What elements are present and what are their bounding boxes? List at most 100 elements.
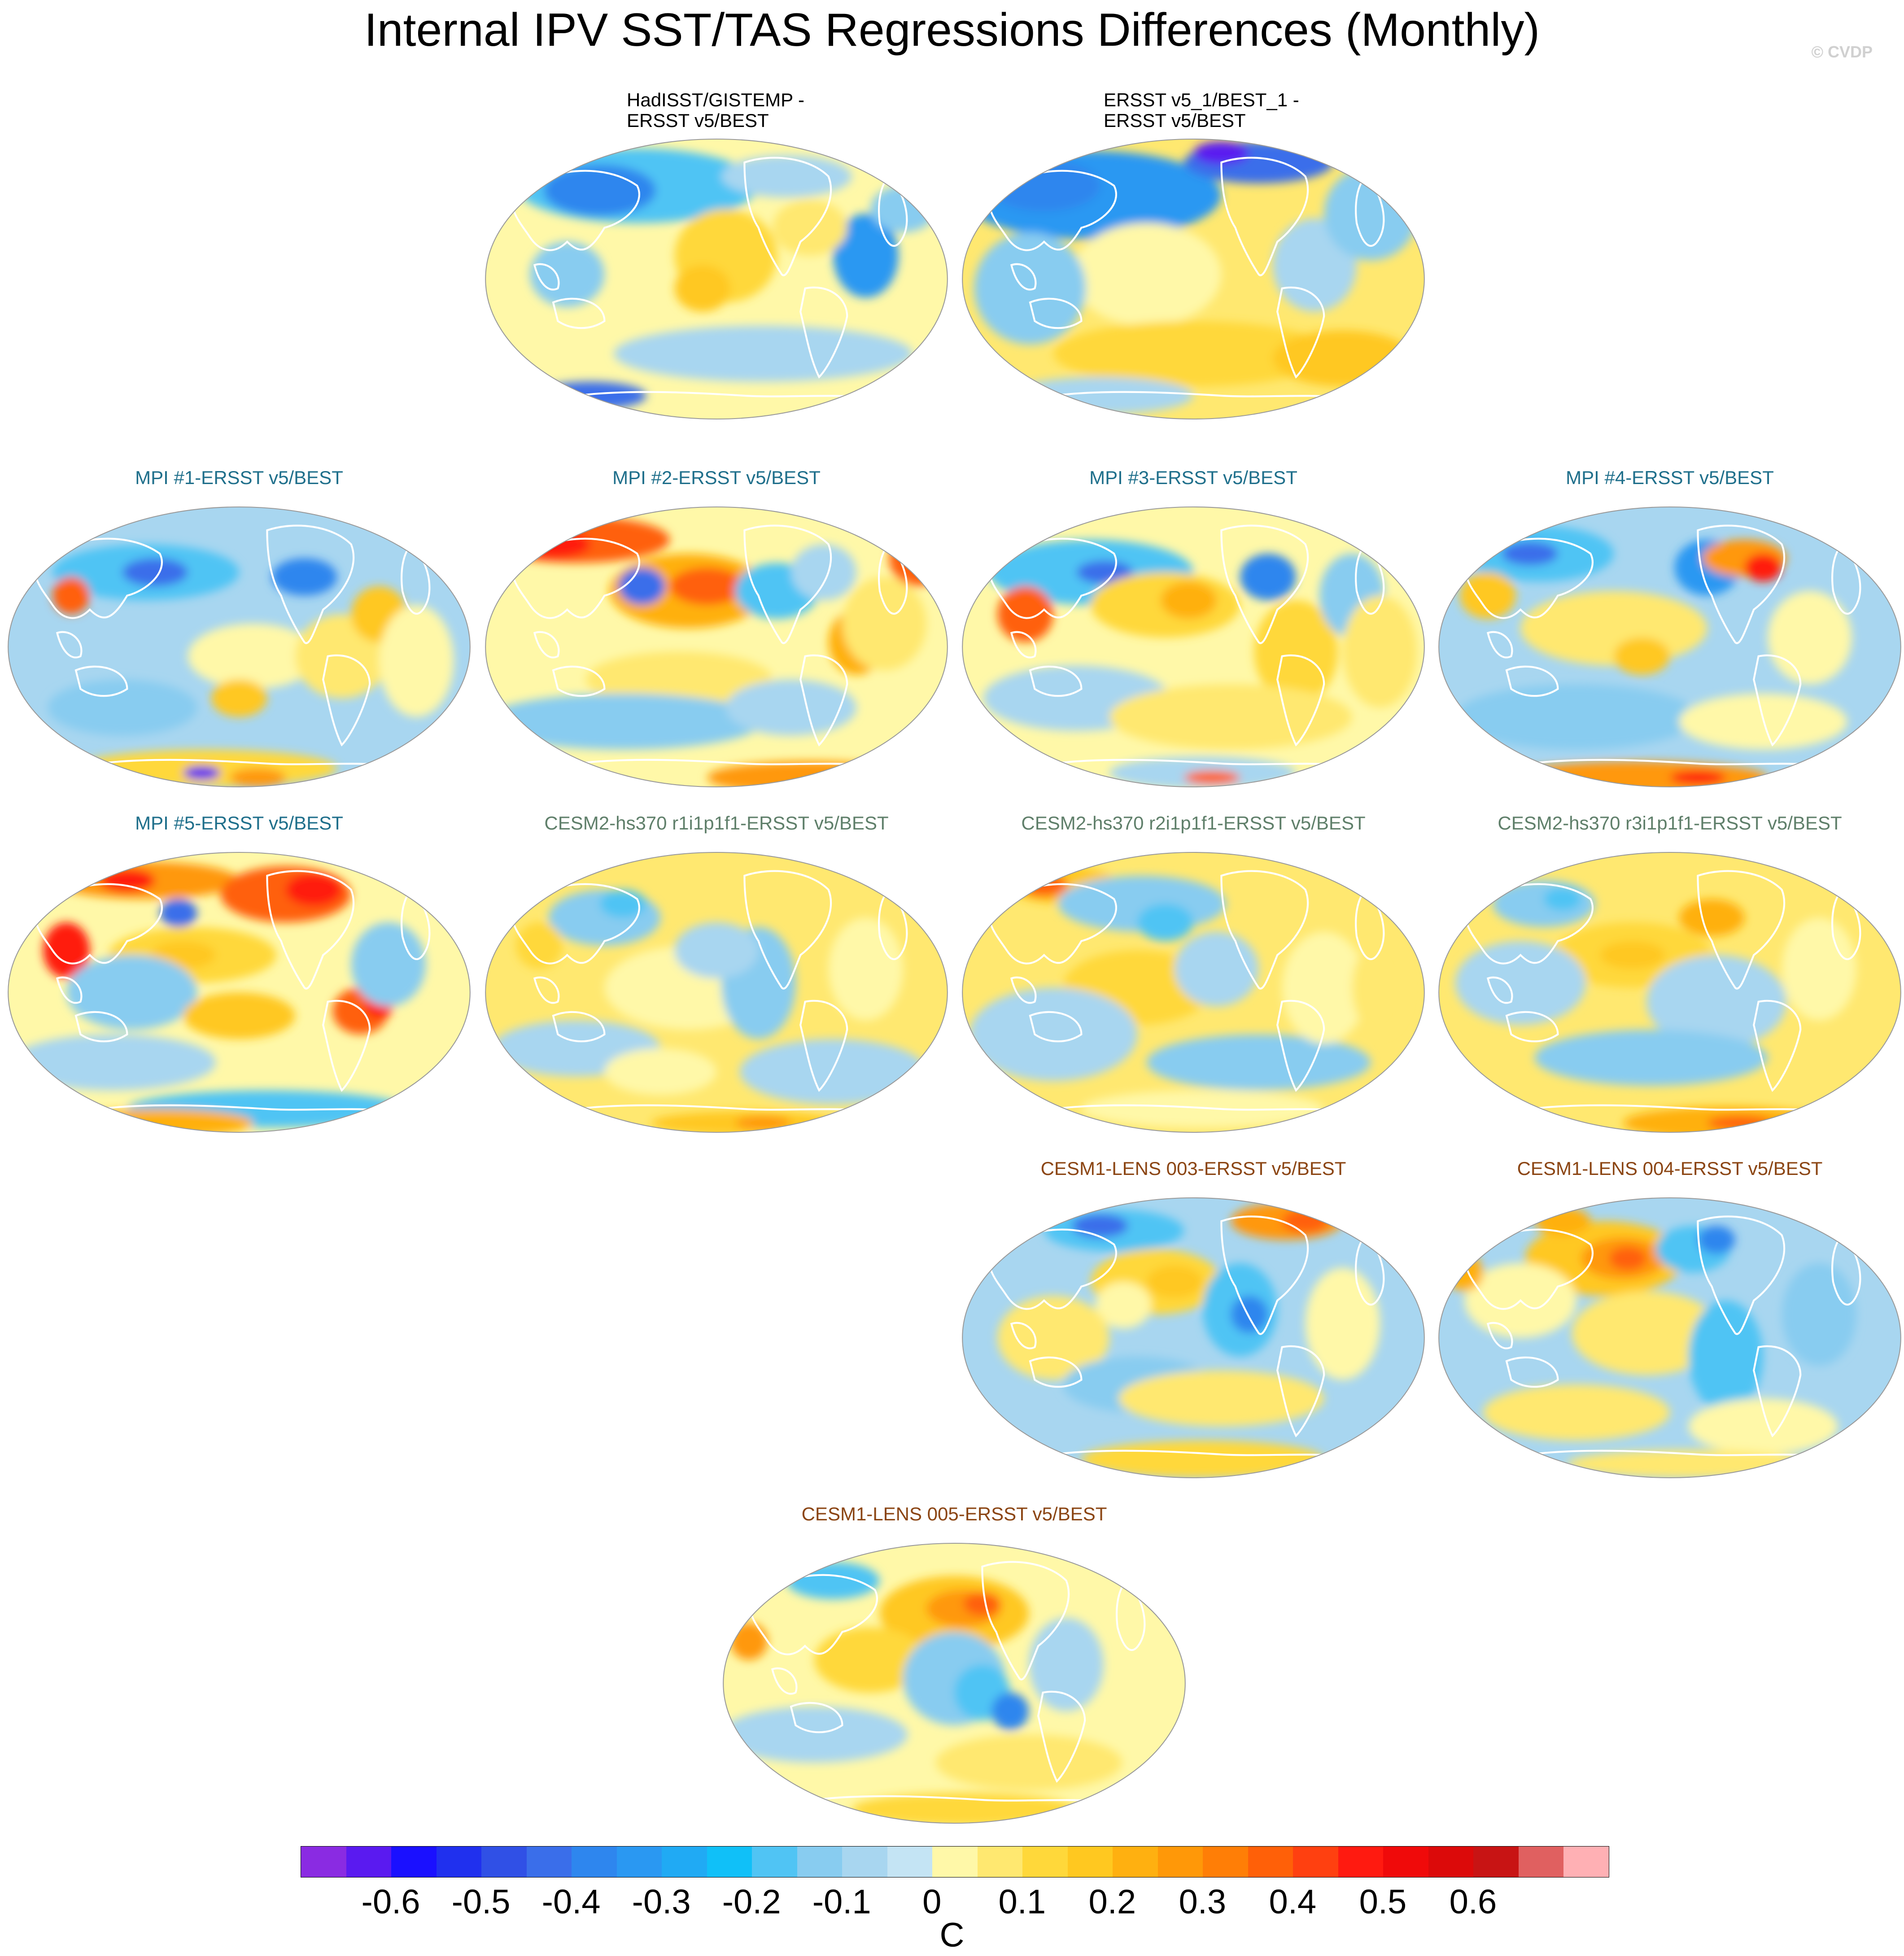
anomaly-region xyxy=(1053,321,1333,387)
panel-title: CESM1-LENS 003-ERSST v5/BEST xyxy=(960,1158,1427,1179)
robinson-map xyxy=(962,138,1425,420)
coastlines xyxy=(510,870,908,1113)
robinson-map xyxy=(1438,506,1901,788)
anomaly-region xyxy=(160,899,197,927)
anomaly-region xyxy=(1282,931,1366,1044)
coastlines xyxy=(1463,524,1861,767)
colorbar-swatch xyxy=(1563,1847,1609,1877)
map-border xyxy=(1438,506,1901,788)
anomaly-region xyxy=(1688,1300,1763,1413)
anomaly-region xyxy=(1184,770,1240,785)
coastlines xyxy=(987,157,1385,399)
colorbar-tick-label: -0.5 xyxy=(451,1883,511,1921)
colorbar-tick-label: -0.6 xyxy=(361,1883,420,1921)
panel-title-line: CESM1-LENS 004-ERSST v5/BEST xyxy=(1517,1158,1823,1179)
colorbar-swatch xyxy=(481,1847,527,1877)
anomaly-region xyxy=(183,766,221,780)
colorbar-tick-label: -0.4 xyxy=(542,1883,601,1921)
anomaly-region xyxy=(772,200,847,256)
anomaly-region xyxy=(1342,595,1418,708)
anomaly-region xyxy=(618,568,665,605)
anomaly-region xyxy=(1544,887,1581,911)
colorbar-swatch xyxy=(346,1847,392,1877)
anomaly-region xyxy=(585,651,773,708)
colorbar-swatch xyxy=(1157,1847,1203,1877)
anomaly-region xyxy=(786,1562,880,1599)
anomaly-region xyxy=(842,577,926,670)
anomaly-region xyxy=(66,1109,253,1132)
anomaly-region xyxy=(1081,1090,1324,1128)
map-border xyxy=(1438,851,1901,1133)
anomaly-region xyxy=(211,679,267,717)
colorbar-tick-labels: -0.6 -0.5 -0.4 -0.3 -0.2 -0.1 0 0.1 0.2 0.3 0.4 0.5… xyxy=(0,1882,1904,1923)
panel-title-line: ERSST v5/BEST xyxy=(627,110,769,131)
coastlines xyxy=(33,524,431,767)
anomaly-region xyxy=(1460,572,1516,619)
anomaly-region xyxy=(814,1627,926,1693)
anomaly-region xyxy=(271,558,337,596)
anomaly-region xyxy=(530,241,605,307)
cvdp-watermark: © CVDP xyxy=(1811,43,1873,61)
anomaly-region xyxy=(1231,1296,1268,1333)
anomaly-region xyxy=(10,1034,216,1091)
anomaly-region xyxy=(183,992,295,1039)
robinson-map xyxy=(8,851,471,1133)
colorbar-swatch xyxy=(436,1847,482,1877)
panel-title-line: CESM1-LENS 005-ERSST v5/BEST xyxy=(801,1503,1107,1524)
coastlines xyxy=(987,1215,1385,1458)
anomaly-region xyxy=(99,869,155,892)
anomaly-region xyxy=(1502,542,1558,565)
anomaly-region xyxy=(997,586,1053,642)
anomaly-region xyxy=(1193,141,1249,165)
map-border xyxy=(485,851,948,1133)
anomaly-region xyxy=(351,922,426,1007)
anomaly-region xyxy=(1483,1384,1670,1441)
anomaly-region xyxy=(604,1048,716,1095)
anomaly-region xyxy=(674,922,759,978)
map-border xyxy=(962,851,1425,1133)
coastlines xyxy=(987,524,1385,767)
robinson-map xyxy=(962,1197,1425,1479)
panel-title-line: CESM2-hs370 r3i1p1f1-ERSST v5/BEST xyxy=(1498,812,1842,834)
map-border xyxy=(962,506,1425,788)
panel-title: CESM1-LENS 005-ERSST v5/BEST xyxy=(721,1504,1188,1524)
map-border xyxy=(723,1542,1186,1824)
anomaly-region xyxy=(1109,684,1352,750)
anomaly-region xyxy=(1072,1214,1128,1238)
anomaly-region xyxy=(969,987,1138,1081)
colorbar-swatch xyxy=(752,1847,797,1877)
anomaly-region xyxy=(122,558,188,586)
panel-title: MPI #3-ERSST v5/BEST xyxy=(960,467,1427,488)
anomaly-region xyxy=(66,955,197,1030)
anomaly-region xyxy=(48,679,197,736)
panel-title: MPI #4-ERSST v5/BEST xyxy=(1437,467,1903,488)
coastlines xyxy=(1463,1215,1861,1458)
colorbar-swatch xyxy=(1203,1847,1248,1877)
anomaly-region xyxy=(614,326,913,382)
panel-title-line: CESM1-LENS 003-ERSST v5/BEST xyxy=(1040,1158,1346,1179)
anomaly-region xyxy=(991,1692,1029,1730)
colorbar-swatch xyxy=(526,1847,572,1877)
anomaly-region xyxy=(1455,684,1698,750)
colorbar-swatch xyxy=(1022,1847,1068,1877)
anomaly-region xyxy=(485,693,763,750)
anomaly-region xyxy=(286,873,342,906)
anomaly-region xyxy=(515,922,563,969)
panel-title: MPI #1-ERSST v5/BEST xyxy=(6,467,472,488)
anomaly-region xyxy=(1492,880,1595,927)
panel-title-line: HadISST/GISTEMP - xyxy=(627,89,804,110)
robinson-map xyxy=(485,138,948,420)
robinson-map xyxy=(962,851,1425,1133)
coastlines xyxy=(1463,870,1861,1113)
colorbar-swatch xyxy=(1518,1847,1564,1877)
anomaly-region xyxy=(1782,1263,1856,1366)
anomaly-region xyxy=(1520,591,1707,666)
anomaly-region xyxy=(1240,554,1296,600)
panel-title: MPI #2-ERSST v5/BEST xyxy=(483,467,950,488)
anomaly-region xyxy=(1609,1247,1646,1271)
robinson-map xyxy=(485,851,948,1133)
anomaly-region xyxy=(534,381,646,410)
colorbar-swatch xyxy=(977,1847,1023,1877)
robinson-map xyxy=(723,1542,1186,1824)
panel-title-line: CESM2-hs370 r1i1p1f1-ERSST v5/BEST xyxy=(544,812,889,834)
